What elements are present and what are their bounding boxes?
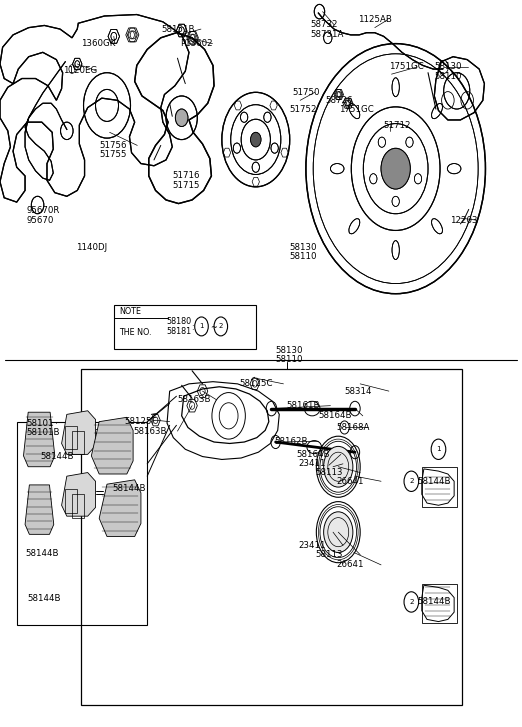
Text: 23411: 23411 [299, 459, 326, 468]
Text: 26641: 26641 [337, 477, 364, 486]
Text: 95670: 95670 [26, 216, 53, 225]
Text: 51715: 51715 [172, 181, 200, 190]
Text: 95670R: 95670R [26, 206, 60, 215]
Text: 58161B: 58161B [286, 401, 319, 410]
Text: 26641: 26641 [337, 561, 364, 569]
Text: 1360GK: 1360GK [81, 39, 115, 48]
Text: 51752: 51752 [290, 105, 317, 114]
Text: 58113: 58113 [316, 550, 343, 559]
Text: 12203: 12203 [450, 216, 478, 225]
Text: 1120EG: 1120EG [63, 66, 97, 75]
Text: 58726: 58726 [325, 96, 353, 105]
Text: 51755: 51755 [99, 150, 127, 159]
Text: 58151B: 58151B [162, 25, 195, 33]
Polygon shape [91, 417, 133, 474]
Text: 58144B: 58144B [418, 598, 451, 606]
Text: 58144B: 58144B [41, 452, 74, 461]
Text: 51750: 51750 [292, 88, 320, 97]
Text: P13602: P13602 [180, 39, 212, 48]
Bar [17, 422, 147, 625]
Bar [114, 305, 256, 349]
Polygon shape [62, 411, 96, 454]
Circle shape [381, 148, 410, 189]
Text: 2: 2 [409, 599, 413, 605]
Text: 58314: 58314 [345, 387, 372, 395]
Text: 1: 1 [199, 324, 204, 329]
Text: 2: 2 [219, 324, 223, 329]
Text: 58130: 58130 [290, 243, 317, 252]
Text: 58163B: 58163B [177, 395, 211, 404]
Text: 58101B: 58101B [26, 428, 60, 437]
Text: 58180: 58180 [166, 317, 191, 326]
Text: 58164B: 58164B [296, 450, 330, 459]
Text: ~: ~ [210, 323, 217, 332]
Text: 58110: 58110 [290, 252, 317, 261]
Text: 1: 1 [436, 446, 441, 452]
Text: 58732: 58732 [311, 20, 338, 29]
Text: 58113: 58113 [316, 468, 343, 477]
Text: 58163B: 58163B [133, 427, 167, 435]
Text: 51716: 51716 [172, 172, 200, 180]
Bar [81, 369, 462, 705]
Text: 58181: 58181 [166, 327, 191, 336]
Text: 58144B: 58144B [112, 484, 146, 493]
Text: 58144B: 58144B [27, 594, 61, 603]
Text: 1751GC: 1751GC [339, 105, 374, 114]
Text: 58110: 58110 [276, 356, 303, 364]
Polygon shape [25, 485, 54, 534]
Bar [65, 489, 77, 513]
Circle shape [251, 132, 261, 147]
Circle shape [381, 148, 410, 189]
Text: THE NO.: THE NO. [119, 329, 151, 337]
Text: 1751GC: 1751GC [389, 63, 424, 71]
Polygon shape [99, 480, 141, 537]
Text: 58110: 58110 [434, 72, 462, 81]
Text: 58125F: 58125F [124, 417, 157, 426]
Circle shape [324, 512, 353, 553]
Text: :: : [191, 323, 194, 332]
Text: 58101: 58101 [26, 419, 54, 427]
Text: 58168A: 58168A [337, 423, 370, 432]
Text: 51756: 51756 [99, 141, 127, 150]
Text: 58144B: 58144B [418, 477, 451, 486]
Bar [72, 431, 84, 454]
Text: 58130: 58130 [434, 63, 462, 71]
Circle shape [175, 109, 188, 126]
Text: 58162B: 58162B [274, 437, 307, 446]
Text: 58130: 58130 [276, 346, 303, 355]
Circle shape [324, 446, 353, 487]
Polygon shape [62, 473, 96, 516]
Circle shape [251, 132, 261, 147]
Bar [65, 426, 77, 449]
Polygon shape [23, 412, 55, 467]
Bar [72, 494, 84, 518]
Text: 51712: 51712 [384, 121, 411, 129]
Text: NOTE: NOTE [119, 308, 141, 316]
Text: 58144B: 58144B [25, 550, 58, 558]
Text: 23411: 23411 [299, 541, 326, 550]
Bar [422, 584, 457, 623]
Text: 58731A: 58731A [311, 30, 344, 39]
Text: 1140DJ: 1140DJ [76, 243, 107, 252]
Text: 2: 2 [409, 478, 413, 484]
Circle shape [175, 109, 188, 126]
Text: 58164B: 58164B [318, 411, 352, 420]
Text: 58125C: 58125C [239, 379, 272, 388]
Text: 1125AB: 1125AB [358, 15, 392, 24]
Bar [422, 467, 457, 507]
